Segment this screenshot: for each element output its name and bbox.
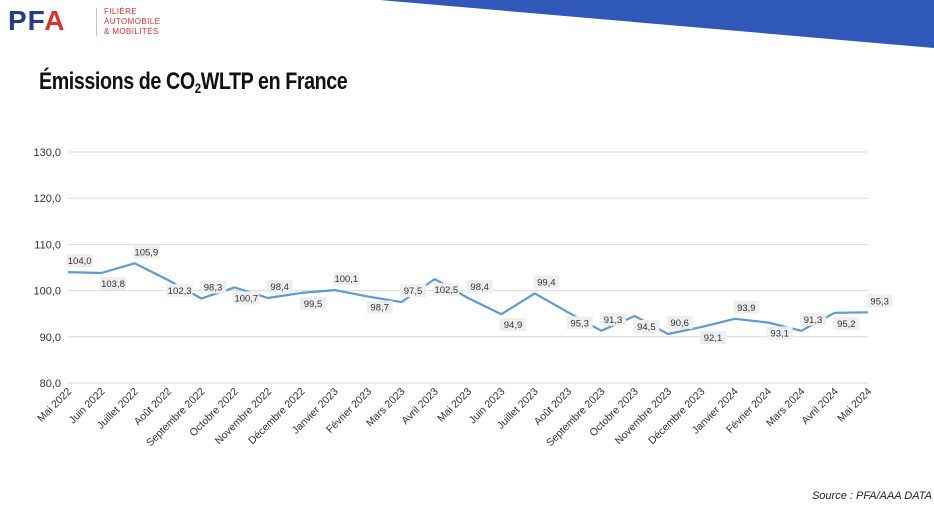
x-tick-label: Mai 2024: [835, 386, 874, 425]
data-label-box: [800, 312, 826, 326]
data-label: 90,6: [670, 318, 689, 329]
data-label: 98,7: [370, 303, 389, 314]
data-label: 103,8: [101, 279, 125, 290]
data-label: 93,9: [737, 303, 756, 314]
data-label-box: [500, 318, 526, 332]
y-tick-label: 100,0: [33, 286, 61, 298]
data-label: 100,7: [234, 293, 258, 304]
source-note: Source : PFA/AAA DATA: [811, 490, 932, 502]
data-label-box: [266, 279, 293, 293]
data-label-box: [233, 291, 260, 305]
y-tick-label: 120,0: [33, 193, 61, 205]
logo-accent: A: [44, 5, 66, 36]
chart-title: Émissions de CO2WLTP en France: [39, 68, 348, 96]
data-label-box: [600, 312, 626, 326]
data-label: 91,3: [604, 315, 623, 326]
data-label-box: [300, 296, 326, 310]
data-label: 95,2: [837, 319, 856, 330]
logo-divider: [96, 8, 97, 36]
y-tick-label: 130,0: [33, 147, 61, 159]
logo-letters: PF: [8, 5, 45, 36]
y-tick-label: 90,0: [40, 332, 61, 344]
data-label: 102,3: [168, 286, 192, 297]
pfa-logo: PFA FILIÈRE AUTOMOBILE & MOBILITÉS: [8, 4, 188, 40]
data-label: 105,9: [134, 247, 158, 258]
y-tick-label: 80,0: [40, 378, 61, 390]
data-label-box: [866, 294, 893, 308]
data-label-box: [66, 254, 93, 268]
y-tick-label: 110,0: [34, 239, 61, 251]
x-tick-label: Septembre 2022: [144, 386, 207, 449]
data-label-box: [566, 316, 593, 330]
x-tick-label: Avril 2023: [399, 386, 440, 427]
data-label: 98,4: [470, 282, 489, 293]
data-label: 102,5: [434, 285, 458, 296]
x-tick-label: Septembre 2023: [544, 386, 607, 449]
data-label-box: [733, 300, 760, 314]
data-label-box: [833, 316, 860, 330]
data-label-box: [700, 331, 726, 345]
data-label-box: [433, 283, 460, 297]
data-label-box: [100, 277, 126, 291]
data-label: 95,3: [870, 296, 889, 307]
data-label: 99,5: [304, 299, 323, 310]
data-label-box: [166, 283, 193, 297]
data-label: 98,4: [270, 282, 289, 293]
logo-tagline: FILIÈRE AUTOMOBILE & MOBILITÉS: [104, 7, 160, 37]
logo-line: & MOBILITÉS: [104, 27, 159, 36]
data-label-box: [400, 284, 426, 298]
data-label: 97,5: [404, 286, 423, 297]
data-label: 94,9: [504, 320, 523, 331]
data-label: 99,4: [537, 277, 556, 288]
title-suffix: WLTP en France: [200, 68, 348, 95]
data-label-box: [766, 326, 793, 340]
x-tick-label: Avril 2024: [799, 386, 840, 427]
series-line: [67, 262, 869, 336]
data-label: 95,3: [570, 318, 589, 329]
data-label-box: [200, 280, 226, 294]
title-subscript: 2: [194, 80, 201, 96]
data-label: 98,3: [204, 282, 223, 293]
data-label: 104,0: [68, 256, 92, 267]
data-label: 91,3: [804, 315, 823, 326]
data-label-box: [366, 300, 393, 314]
data-label-box: [633, 320, 660, 334]
data-label: 94,5: [637, 322, 656, 333]
data-label: 93,1: [770, 328, 789, 339]
data-label: 100,1: [334, 274, 358, 285]
data-label-box: [533, 275, 560, 289]
header-band: [380, 0, 934, 48]
logo-mark: PFA: [8, 4, 65, 38]
title-prefix: Émissions de CO: [39, 68, 195, 95]
data-label-box: [333, 272, 360, 286]
logo-line: AUTOMOBILE: [104, 17, 161, 26]
data-label: 92,1: [704, 333, 723, 344]
data-label-box: [466, 279, 493, 293]
data-label-box: [133, 245, 160, 259]
data-label-box: [666, 316, 693, 330]
logo-line: FILIÈRE: [104, 7, 138, 16]
